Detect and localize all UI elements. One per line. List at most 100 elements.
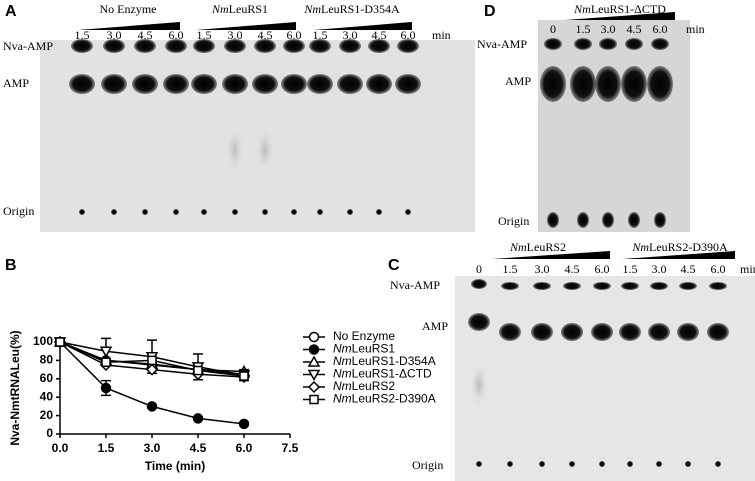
unit-label: min — [432, 28, 451, 42]
legend-marker — [308, 331, 320, 343]
spot — [317, 209, 323, 215]
spot — [577, 212, 589, 228]
spot — [499, 323, 521, 341]
spot — [368, 39, 390, 53]
spot — [262, 209, 268, 215]
lane-label: 1.5 — [623, 262, 638, 276]
lane-label: 4.5 — [138, 28, 153, 42]
legend-label: NmLeuRS1 — [333, 342, 395, 356]
y-tick-label: 0 — [46, 426, 53, 440]
lane-label: 3.0 — [652, 262, 667, 276]
spot — [501, 282, 519, 290]
time-wedge — [492, 251, 610, 259]
row-label: AMP — [3, 76, 29, 90]
smear — [470, 363, 488, 407]
marker — [100, 382, 112, 394]
gel — [455, 276, 755, 481]
spot — [71, 39, 93, 53]
spot — [651, 38, 669, 50]
spot — [540, 66, 566, 102]
legend-label: NmLeuRS2-D390A — [333, 392, 436, 406]
x-tick-label: 4.5 — [190, 441, 207, 455]
spot — [679, 282, 697, 290]
spot — [132, 74, 158, 94]
time-wedge — [196, 22, 296, 30]
panel-label: A — [5, 3, 17, 20]
spot — [476, 461, 482, 467]
spot — [309, 39, 331, 53]
panel-label: B — [5, 257, 17, 274]
marker — [55, 337, 65, 347]
x-axis-title: Time (min) — [145, 459, 205, 473]
spot — [405, 209, 411, 215]
spot — [366, 74, 392, 94]
spot — [685, 461, 691, 467]
group-label: NmLeuRS1-D354A — [303, 2, 400, 16]
spot — [193, 39, 215, 53]
spot — [569, 461, 575, 467]
spot — [627, 461, 633, 467]
spot — [163, 74, 189, 94]
legend-label: NmLeuRS1-D354A — [333, 354, 436, 368]
y-tick-label: 100 — [33, 334, 53, 348]
spot — [647, 66, 673, 102]
lane-label: 3.0 — [343, 28, 358, 42]
lane-label: 1.5 — [75, 28, 90, 42]
spot — [561, 323, 583, 341]
marker — [193, 365, 203, 376]
legend-marker — [307, 355, 321, 367]
legend-marker — [309, 394, 319, 405]
spot — [531, 323, 553, 341]
spot — [539, 461, 545, 467]
lane-label: 1.5 — [576, 22, 591, 36]
spot — [339, 39, 361, 53]
spot — [628, 212, 640, 228]
spot — [376, 209, 382, 215]
gel — [538, 20, 690, 232]
spot — [252, 74, 278, 94]
lane-label: 4.5 — [627, 22, 642, 36]
marker — [145, 363, 159, 376]
group-label: NmLeuRS2 — [509, 240, 566, 254]
legend-marker — [307, 380, 321, 394]
marker — [238, 418, 250, 430]
row-label: Nva-AMP — [477, 37, 527, 51]
spot — [654, 212, 666, 228]
marker — [101, 357, 111, 367]
lane-label: 1.5 — [503, 262, 518, 276]
legend-marker — [307, 369, 321, 382]
x-tick-label: 0.0 — [52, 441, 69, 455]
panel-label: D — [484, 3, 496, 20]
lane-label: 4.5 — [258, 28, 273, 42]
lane-label: 6.0 — [711, 262, 726, 276]
marker — [146, 401, 158, 412]
spot — [593, 282, 611, 290]
spot — [547, 212, 559, 228]
spot — [599, 461, 605, 467]
lane-label: 6.0 — [595, 262, 610, 276]
spot — [291, 209, 297, 215]
spot — [173, 209, 179, 215]
unit-label: min — [740, 262, 755, 276]
y-tick-label: 40 — [40, 389, 54, 403]
lane-label: 6.0 — [401, 28, 416, 42]
unit-label: min — [686, 22, 705, 36]
gel — [40, 40, 475, 232]
spot — [715, 461, 721, 467]
x-tick-label: 1.5 — [98, 441, 115, 455]
spot — [254, 39, 276, 53]
spot — [621, 282, 639, 290]
time-wedge — [78, 22, 180, 30]
spot — [165, 39, 187, 53]
marker — [99, 346, 113, 358]
marker — [239, 371, 249, 381]
spot — [69, 74, 95, 94]
spot — [347, 209, 353, 215]
spot — [595, 66, 621, 102]
spot — [709, 282, 727, 290]
group-label: No Enzyme — [100, 2, 157, 16]
time-wedge — [565, 12, 675, 20]
lane-label: 4.5 — [372, 28, 387, 42]
legend-marker — [308, 344, 320, 355]
spot — [395, 74, 421, 94]
